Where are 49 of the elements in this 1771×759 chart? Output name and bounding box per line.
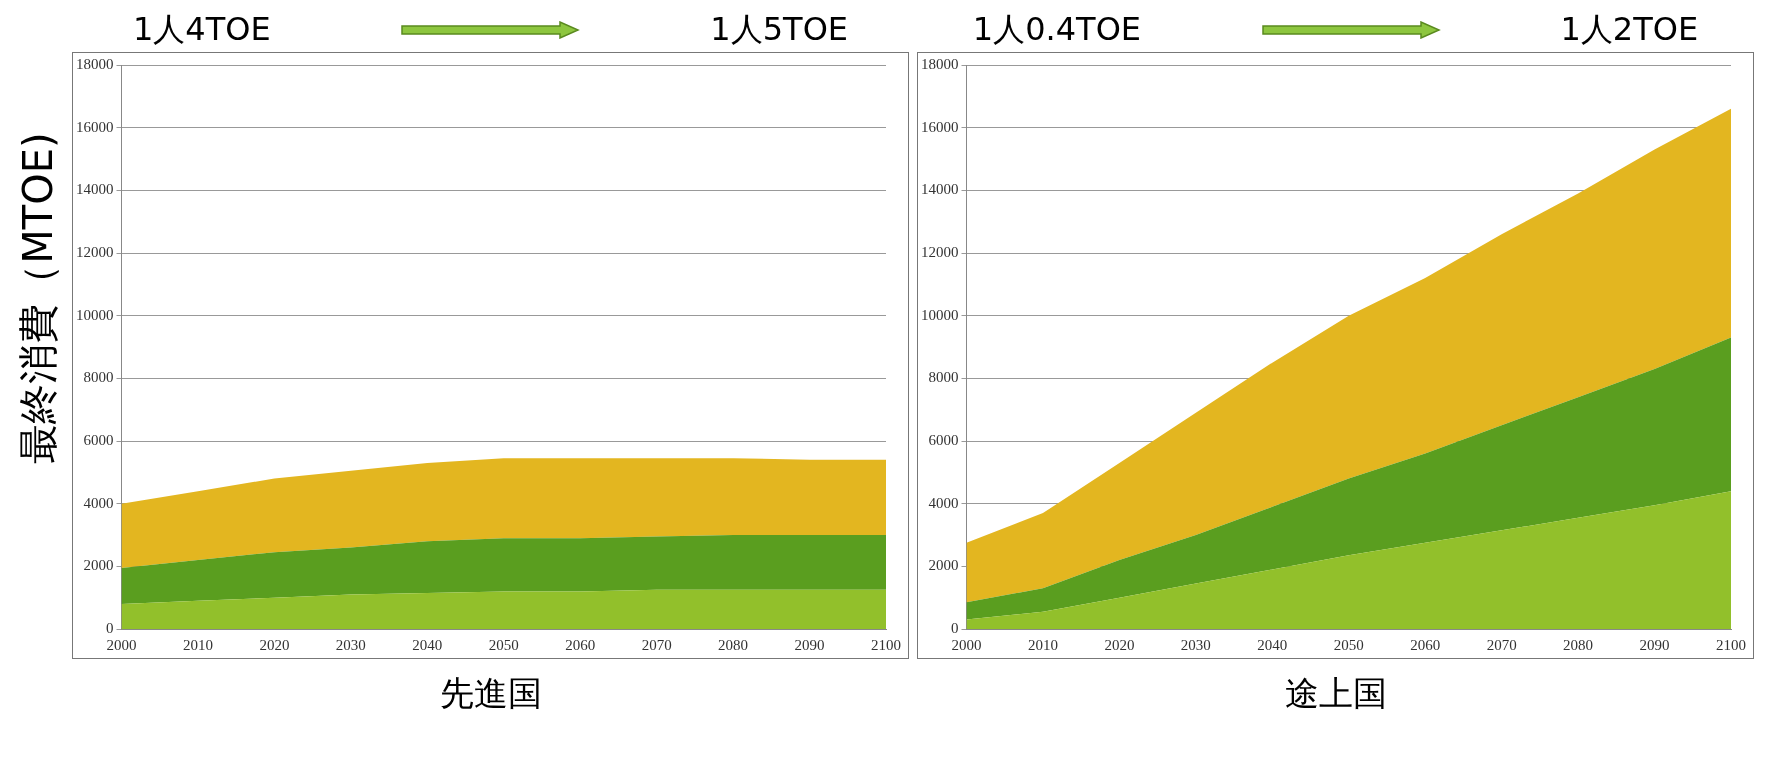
x-tick-label: 2090 [1639,636,1670,653]
y-tick-label: 12000 [76,243,114,260]
x-tick-label: 2100 [1716,636,1746,653]
y-tick-label: 0 [951,619,959,636]
y-tick-label: 16000 [921,118,959,135]
x-tick-label: 2000 [951,636,982,653]
text: 1人0.4TOE [972,9,1142,50]
y-tick-label: 6000 [83,431,114,448]
x-tick-label: 2020 [1104,636,1135,653]
y-tick-label: 8000 [83,369,114,386]
y-tick-label: 16000 [76,118,114,135]
y-tick-label: 8000 [928,369,959,386]
x-axis-title: 途上国 [1284,672,1387,715]
x-tick-label: 2010 [182,636,213,653]
x-tick-label: 2040 [1257,636,1288,653]
x-tick-label: 2100 [871,636,901,653]
x-tick-label: 2000 [106,636,137,653]
x-tick-label: 2030 [335,636,366,653]
x-tick-label: 2040 [412,636,443,653]
y-tick-label: 10000 [76,306,114,323]
x-tick-label: 2090 [794,636,825,653]
x-axis-title: 先進国 [439,672,542,715]
y-tick-label: 2000 [83,557,114,574]
y-tick-label: 2000 [928,557,959,574]
y-tick-label: 14000 [921,181,959,198]
x-tick-label: 2080 [1563,636,1594,653]
x-tick-label: 2030 [1180,636,1211,653]
x-tick-label: 2050 [488,636,519,653]
y-tick-label: 14000 [76,181,114,198]
text: 1人4TOE [132,9,271,50]
x-tick-label: 2050 [1333,636,1364,653]
y-axis-title: 最終消費（MTOE) [13,132,62,464]
text: 1人5TOE [710,9,849,50]
y-tick-label: 4000 [83,494,114,511]
y-tick-label: 12000 [921,243,959,260]
text: 1人2TOE [1560,9,1699,50]
y-tick-label: 6000 [928,431,959,448]
y-tick-label: 4000 [928,494,959,511]
y-tick-label: 18000 [921,55,959,72]
y-tick-label: 18000 [76,55,114,72]
x-tick-label: 2070 [1486,636,1517,653]
x-tick-label: 2020 [259,636,290,653]
x-tick-label: 2060 [1410,636,1441,653]
y-tick-label: 0 [106,619,114,636]
y-tick-label: 10000 [921,306,959,323]
x-tick-label: 2060 [565,636,596,653]
x-tick-label: 2080 [718,636,749,653]
x-tick-label: 2010 [1027,636,1058,653]
x-tick-label: 2070 [641,636,672,653]
